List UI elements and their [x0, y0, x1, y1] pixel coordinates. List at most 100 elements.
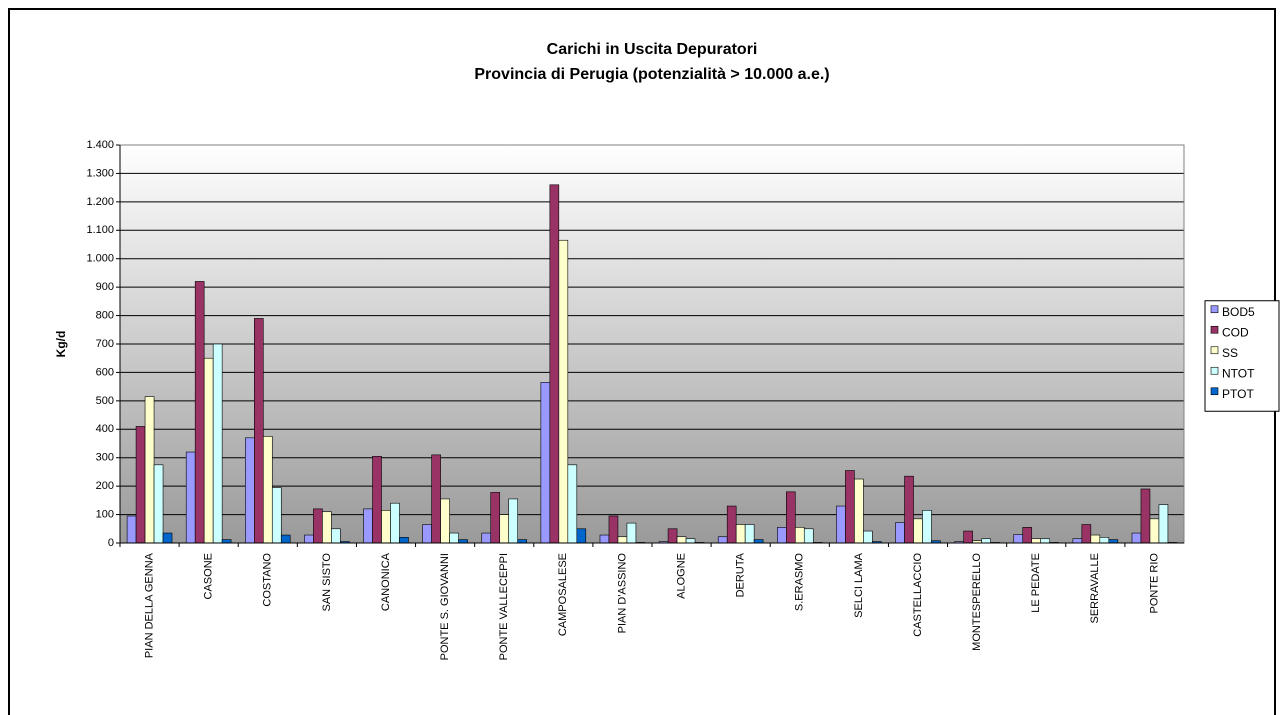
y-tick-label: 1.000 — [86, 253, 114, 265]
x-tick-label: SELCI LAMA — [853, 552, 865, 617]
x-tick-label: PONTE VALLECEPPI — [498, 553, 510, 660]
x-tick-label: DERUTA — [735, 552, 747, 597]
bar — [262, 436, 273, 544]
bar — [1149, 518, 1160, 544]
bar — [904, 475, 914, 544]
bar — [895, 522, 905, 544]
bar — [144, 396, 155, 544]
bar — [676, 536, 687, 544]
chart-subtitle: Provincia di Perugia (potenzialità > 10.… — [474, 66, 829, 83]
bar — [1131, 532, 1142, 544]
legend-label: PTOT — [1222, 387, 1254, 401]
bar — [212, 343, 223, 544]
bar — [963, 530, 973, 544]
bar — [549, 184, 560, 544]
bar — [372, 455, 382, 544]
legend-label: BOD5 — [1222, 305, 1255, 319]
bar — [254, 318, 264, 544]
legend-swatch — [1210, 305, 1219, 314]
x-tick-label: PONTE RIO — [1148, 553, 1160, 614]
bar — [399, 537, 409, 544]
bar — [608, 515, 619, 544]
bar — [753, 539, 764, 544]
bar — [685, 538, 696, 544]
y-axis-label: Kg/d — [54, 331, 68, 358]
bar — [1140, 488, 1151, 544]
bar — [567, 464, 578, 544]
legend-swatch — [1210, 346, 1219, 355]
bar — [1022, 527, 1033, 544]
bar — [726, 505, 737, 544]
bar — [203, 357, 214, 544]
bar — [331, 528, 341, 544]
bar — [1099, 537, 1110, 544]
bar — [440, 498, 450, 544]
x-tick-label: CASONE — [203, 553, 215, 599]
y-tick-label: 1.200 — [86, 196, 114, 208]
bar — [786, 491, 796, 544]
x-tick-label: PIAN D'ASSINO — [616, 553, 628, 634]
y-tick-label: 800 — [96, 309, 114, 321]
y-tick-label: 600 — [96, 366, 114, 378]
bar — [517, 539, 527, 544]
bar — [777, 527, 787, 544]
x-tick-label: CAMPOSALESE — [557, 553, 569, 636]
y-tick-label: 100 — [96, 508, 114, 520]
bar — [194, 281, 205, 544]
bar — [499, 514, 510, 544]
legend-label: NTOT — [1222, 366, 1255, 380]
bar — [390, 502, 400, 544]
bar — [280, 534, 291, 544]
bar — [744, 524, 755, 544]
y-tick-label: 400 — [96, 423, 114, 435]
x-tick-label: LE PEDATE — [1030, 553, 1042, 613]
bar — [1158, 504, 1169, 544]
bar — [845, 470, 855, 544]
bar — [490, 492, 501, 544]
bar — [863, 530, 873, 544]
x-tick-label: PONTE S. GIOVANNI — [439, 553, 451, 660]
bar — [1090, 534, 1101, 544]
y-tick-label: 1.300 — [86, 167, 114, 179]
bar — [981, 538, 991, 544]
bar — [135, 426, 146, 544]
y-tick-label: 1.100 — [86, 224, 114, 236]
bar — [836, 505, 846, 544]
x-tick-label: COSTANO — [262, 553, 274, 607]
x-tick-label: ALOGNE — [675, 553, 687, 599]
y-tick-label: 0 — [108, 537, 114, 549]
bar — [153, 464, 164, 544]
legend-swatch — [1210, 387, 1219, 396]
bar — [1108, 539, 1119, 544]
bar — [1040, 538, 1050, 544]
x-tick-label: SERRAVALLE — [1089, 553, 1101, 624]
bar — [422, 524, 432, 544]
bar — [458, 539, 468, 544]
legend-swatch — [1210, 366, 1219, 375]
bar — [558, 239, 569, 544]
legend-swatch — [1210, 325, 1219, 334]
bar — [245, 437, 255, 544]
bar — [735, 524, 746, 544]
x-tick-label: CASTELLACCIO — [912, 553, 924, 637]
bar — [1081, 524, 1092, 544]
y-tick-label: 300 — [96, 452, 114, 464]
bar — [322, 511, 332, 544]
bar — [854, 478, 864, 544]
bar — [304, 534, 314, 544]
bar — [162, 532, 173, 544]
bar — [449, 532, 459, 544]
bar — [617, 536, 628, 544]
x-tick-label: PIAN DELLA GENNA — [143, 552, 155, 658]
bar — [667, 528, 678, 544]
chart-title: Carichi in Uscita Depuratori — [547, 41, 758, 58]
y-tick-label: 900 — [96, 281, 114, 293]
legend-label: SS — [1222, 346, 1238, 360]
bar — [313, 508, 323, 544]
bar — [803, 528, 814, 544]
bar — [271, 487, 282, 544]
x-tick-label: MONTESPERELLO — [971, 553, 983, 651]
bar — [381, 510, 391, 544]
